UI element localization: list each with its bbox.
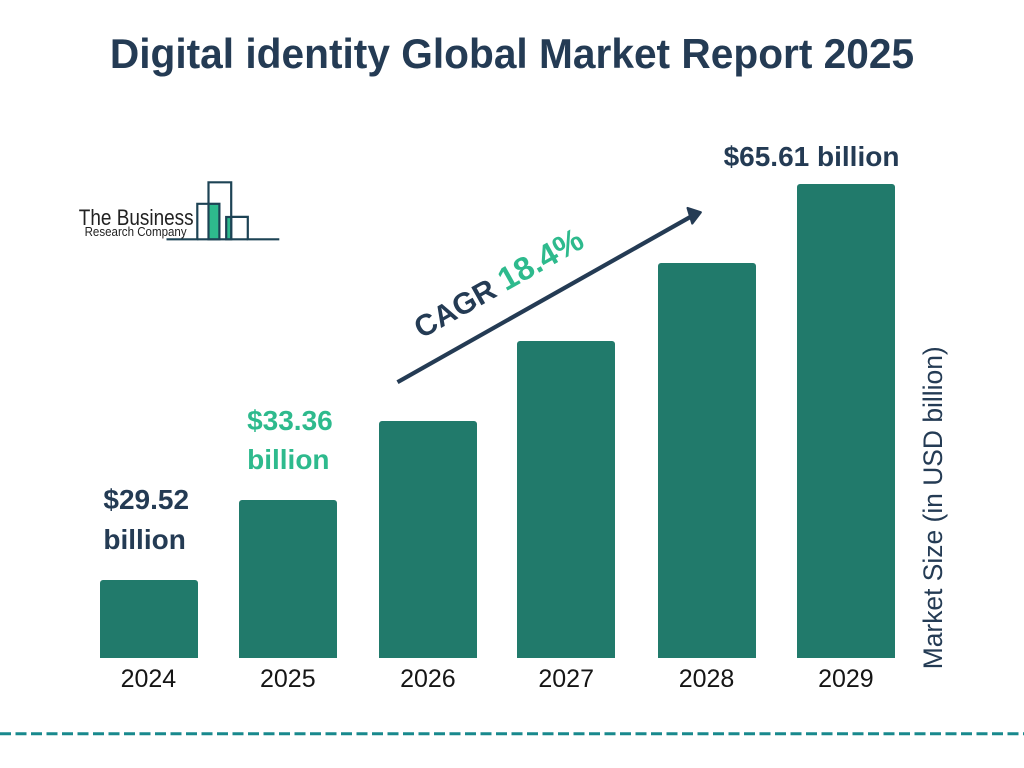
- svg-text:The Business: The Business: [79, 205, 194, 230]
- svg-text:Market Size (in USD billion): Market Size (in USD billion): [918, 346, 948, 669]
- svg-text:Research Company: Research Company: [85, 224, 187, 239]
